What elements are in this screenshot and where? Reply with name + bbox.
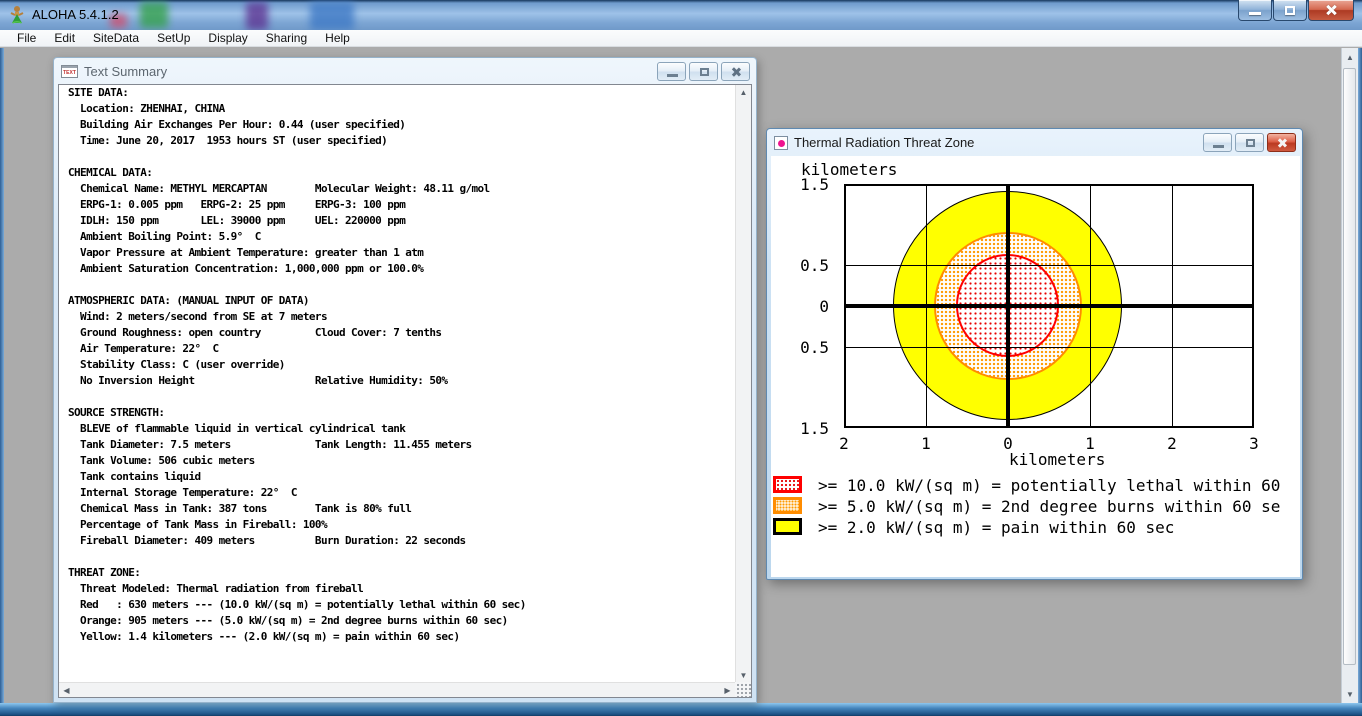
- minimize-icon: [1212, 145, 1224, 148]
- menu-edit[interactable]: Edit: [54, 31, 76, 45]
- close-icon: [1324, 3, 1338, 17]
- menu-sharing[interactable]: Sharing: [265, 31, 308, 45]
- scroll-down-arrow[interactable]: ▼: [1346, 689, 1354, 699]
- mdi-vertical-scrollbar[interactable]: ▲ ▼: [1341, 48, 1358, 703]
- app-title: ALOHA 5.4.1.2: [32, 7, 119, 22]
- legend-row-red: >= 10.0 kW/(sq m) = potentially lethal w…: [771, 476, 1300, 495]
- y-tick-label: 0.5: [800, 256, 829, 275]
- scroll-left-arrow[interactable]: ◀: [63, 685, 70, 695]
- minimize-icon: [1249, 12, 1261, 15]
- app-titlebar[interactable]: ALOHA 5.4.1.2: [0, 0, 1362, 30]
- window-border-right: [1358, 48, 1362, 703]
- child-close-button[interactable]: [1267, 133, 1296, 152]
- threat-zone-plot-area: kilometers 1.5 0.5 0 0.5 1.5 2 1 0 1: [771, 156, 1300, 577]
- child-minimize-button[interactable]: [657, 62, 686, 81]
- legend-label: >= 5.0 kW/(sq m) = 2nd degree burns with…: [818, 497, 1281, 516]
- background-glass-blob: [140, 2, 168, 28]
- window-border-left: [0, 48, 4, 703]
- menu-bar: File Edit SiteData SetUp Display Sharing…: [0, 30, 1362, 47]
- restore-icon: [699, 68, 709, 76]
- threat-zone-plot: [844, 184, 1254, 428]
- child-minimize-button[interactable]: [1203, 133, 1232, 152]
- text-summary-text: SITE DATA: Location: ZHENHAI, CHINA Buil…: [68, 86, 526, 643]
- threat-zone-window: Thermal Radiation Threat Zone kilometers: [766, 128, 1303, 580]
- aloha-hula-icon: [10, 6, 24, 24]
- legend-label: >= 10.0 kW/(sq m) = potentially lethal w…: [818, 476, 1281, 495]
- x-tick-label: 2: [839, 434, 849, 453]
- text-summary-window: TEXT Text Summary SITE DATA: Location: Z…: [53, 57, 757, 703]
- child-restore-button[interactable]: [689, 62, 718, 81]
- x-tick-label: 3: [1249, 434, 1259, 453]
- x-axis-title: kilometers: [1009, 450, 1106, 469]
- text-document-icon: TEXT: [61, 64, 78, 78]
- child-restore-button[interactable]: [1235, 133, 1264, 152]
- y-tick-label: 0: [819, 297, 829, 316]
- minimize-icon: [666, 74, 678, 77]
- threat-zone-titlebar[interactable]: Thermal Radiation Threat Zone: [767, 129, 1302, 156]
- close-icon: [1276, 137, 1288, 149]
- gridline: [846, 347, 1252, 348]
- menu-display[interactable]: Display: [208, 31, 248, 45]
- scroll-down-arrow[interactable]: ▼: [739, 670, 748, 680]
- yellow-zone-swatch: [773, 518, 802, 535]
- legend-row-orange: >= 5.0 kW/(sq m) = 2nd degree burns with…: [771, 497, 1300, 516]
- text-summary-titlebar[interactable]: TEXT Text Summary: [54, 58, 756, 84]
- close-icon: [730, 66, 742, 78]
- text-summary-hscrollbar[interactable]: ◀ ▶: [59, 682, 735, 697]
- menu-file[interactable]: File: [17, 31, 37, 45]
- legend-row-yellow: >= 2.0 kW/(sq m) = pain within 60 sec: [771, 518, 1300, 537]
- background-glass-blob: [110, 14, 127, 28]
- scrollbar-thumb[interactable]: [1343, 68, 1356, 665]
- minimize-button[interactable]: [1238, 0, 1272, 21]
- restore-icon: [1245, 139, 1255, 147]
- y-tick-label: 1.5: [800, 175, 829, 194]
- scroll-up-arrow[interactable]: ▲: [739, 87, 748, 97]
- x-tick-label: 1: [921, 434, 931, 453]
- text-summary-content: SITE DATA: Location: ZHENHAI, CHINA Buil…: [58, 84, 752, 698]
- threat-zone-title: Thermal Radiation Threat Zone: [794, 135, 975, 150]
- restore-button[interactable]: [1273, 0, 1307, 21]
- gridline: [846, 265, 1252, 266]
- x-tick-label: 1: [1085, 434, 1095, 453]
- background-glass-blob: [246, 2, 268, 30]
- y-tick-label: 0.5: [800, 338, 829, 357]
- scroll-up-arrow[interactable]: ▲: [1346, 52, 1354, 62]
- scroll-right-arrow[interactable]: ▶: [724, 685, 731, 695]
- resize-grip[interactable]: [735, 682, 751, 697]
- red-zone-swatch: [773, 476, 802, 493]
- text-summary-title: Text Summary: [84, 63, 168, 79]
- x-tick-label: 2: [1167, 434, 1177, 453]
- y-tick-label: 1.5: [800, 419, 829, 438]
- plot-window-icon: [774, 135, 788, 150]
- background-glass-blob: [310, 2, 354, 30]
- text-summary-vscrollbar[interactable]: ▲ ▼: [735, 85, 751, 682]
- x-tick-label: 0: [1003, 434, 1013, 453]
- child-close-button[interactable]: [721, 62, 750, 81]
- menu-help[interactable]: Help: [325, 31, 350, 45]
- menu-sitedata[interactable]: SiteData: [93, 31, 140, 45]
- y-axis-title: kilometers: [801, 160, 898, 179]
- origin-crosshair-horizontal: [846, 304, 1252, 308]
- legend-label: >= 2.0 kW/(sq m) = pain within 60 sec: [818, 518, 1175, 537]
- window-border-bottom: [0, 703, 1362, 716]
- close-button[interactable]: [1308, 0, 1354, 21]
- restore-icon: [1285, 6, 1295, 15]
- orange-zone-swatch: [773, 497, 802, 514]
- menu-setup[interactable]: SetUp: [157, 31, 191, 45]
